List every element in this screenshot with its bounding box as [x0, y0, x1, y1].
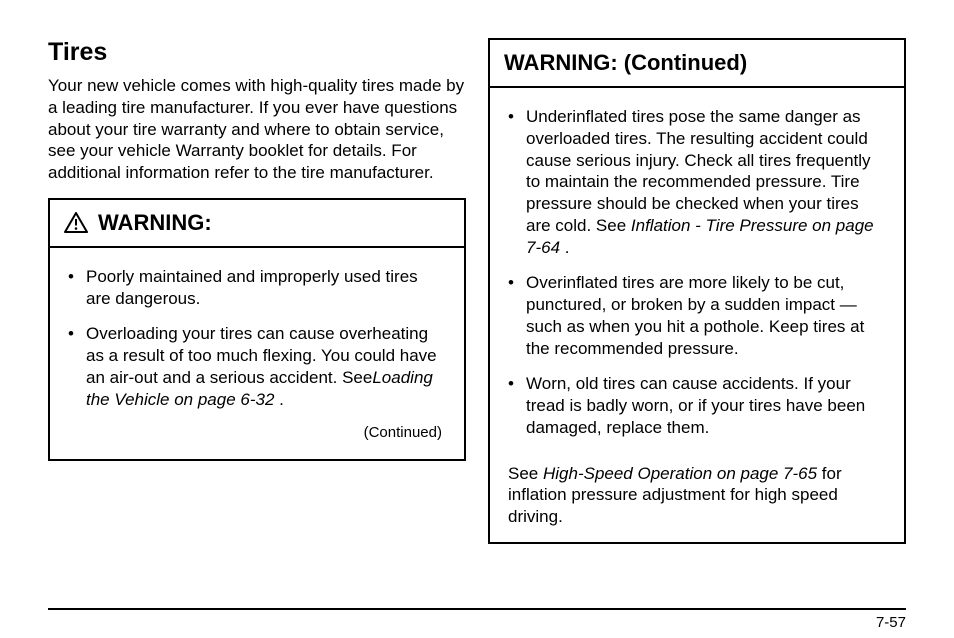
left-column: Tires Your new vehicle comes with high-q…	[48, 38, 466, 544]
right-column: WARNING: (Continued) Underinflated tires…	[488, 38, 906, 544]
page-number: 7-57	[876, 614, 906, 631]
see-note-pre: See	[508, 464, 543, 483]
warning-item-text: Poorly maintained and improperly used ti…	[86, 267, 418, 308]
warning-item-post: .	[560, 238, 569, 257]
warning-header-continued: WARNING: (Continued)	[490, 40, 904, 88]
warning-header-text: WARNING: (Continued)	[504, 50, 747, 75]
warning-box-right: WARNING: (Continued) Underinflated tires…	[488, 38, 906, 544]
warning-header-text: WARNING:	[98, 210, 212, 236]
warning-body-left: Poorly maintained and improperly used ti…	[50, 248, 464, 460]
warning-item: Worn, old tires can cause accidents. If …	[526, 373, 886, 438]
warning-item-post: .	[274, 390, 283, 409]
warning-item: Poorly maintained and improperly used ti…	[86, 266, 446, 310]
manual-page: Tires Your new vehicle comes with high-q…	[0, 0, 954, 638]
warning-triangle-icon	[64, 212, 88, 233]
warning-body-right: Underinflated tires pose the same danger…	[490, 88, 904, 463]
see-note: See High-Speed Operation on page 7-65 fo…	[490, 463, 904, 542]
footer-rule	[48, 608, 906, 610]
warning-item: Overloading your tires can cause overhea…	[86, 323, 446, 410]
continued-label: (Continued)	[68, 424, 446, 449]
see-note-ref: High-Speed Operation on page 7-65	[543, 464, 817, 483]
warning-box-left: WARNING: Poorly maintained and improperl…	[48, 198, 466, 462]
warning-header: WARNING:	[50, 200, 464, 248]
warning-item: Overinflated tires are more likely to be…	[526, 272, 886, 359]
warning-item-text: Worn, old tires can cause accidents. If …	[526, 374, 865, 437]
warning-item: Underinflated tires pose the same danger…	[526, 106, 886, 258]
section-title: Tires	[48, 38, 466, 67]
intro-paragraph: Your new vehicle comes with high-quality…	[48, 75, 466, 184]
page-footer: 7-57	[48, 608, 906, 610]
two-column-layout: Tires Your new vehicle comes with high-q…	[48, 38, 906, 544]
warning-item-text: Overinflated tires are more likely to be…	[526, 273, 864, 357]
